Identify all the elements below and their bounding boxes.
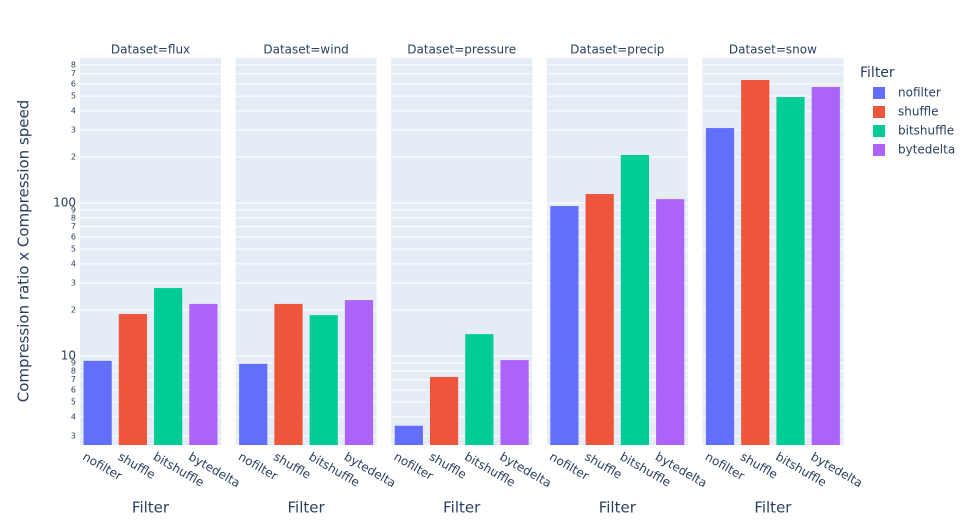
bar <box>620 155 650 445</box>
x-axis-title: Filter <box>288 499 326 517</box>
x-axis-title: Filter <box>754 499 792 517</box>
bar <box>239 363 268 445</box>
bar <box>656 199 685 445</box>
x-tick-label: shuffle <box>427 450 469 482</box>
bar <box>705 128 735 445</box>
legend-label: bitshuffle <box>898 124 954 138</box>
facet-title: Dataset=flux <box>111 43 190 57</box>
legend-swatch <box>873 125 885 137</box>
y-tick-label: 100 <box>53 196 76 210</box>
facet-title: Dataset=snow <box>729 43 817 57</box>
y-tick-label: 7 <box>71 375 76 384</box>
bar <box>550 206 579 445</box>
y-tick-label: 6 <box>71 385 76 394</box>
y-tick-label: 6 <box>71 232 76 241</box>
x-tick-label: shuffle <box>582 450 624 482</box>
facet-title: Dataset=wind <box>263 43 348 57</box>
legend-swatch <box>873 87 885 99</box>
y-tick-label: 3 <box>71 432 76 441</box>
y-tick-label: 7 <box>71 222 76 231</box>
legend-label: shuffle <box>898 105 938 119</box>
y-tick-label: 5 <box>71 398 76 407</box>
bar <box>429 376 459 445</box>
y-tick-label: 2 <box>71 305 76 314</box>
legend-swatch <box>873 106 885 118</box>
y-tick-label: 9 <box>71 206 76 215</box>
y-tick-label: 2 <box>71 152 76 161</box>
y-tick-label: 4 <box>71 412 76 421</box>
legend-swatch <box>873 144 885 156</box>
x-tick-label: shuffle <box>738 450 780 482</box>
bar <box>776 97 805 445</box>
bar <box>465 334 494 445</box>
bar <box>189 303 218 445</box>
bar <box>83 360 112 445</box>
legend-label: nofilter <box>898 86 941 100</box>
x-axis-title: Filter <box>599 499 637 517</box>
bar <box>118 314 147 445</box>
y-tick-label: 6 <box>71 79 76 88</box>
bar <box>344 300 374 445</box>
y-tick-label: 5 <box>71 245 76 254</box>
x-tick-label: nofilter <box>80 450 124 484</box>
y-tick-label: 8 <box>71 366 76 375</box>
y-tick-label: 3 <box>71 279 76 288</box>
bar <box>741 79 770 446</box>
y-tick-label: 8 <box>71 60 76 69</box>
legend-label: bytedelta <box>898 143 955 157</box>
bar <box>394 425 423 445</box>
x-axis-title: Filter <box>132 499 170 517</box>
y-tick-label: 10 <box>61 349 76 363</box>
facet-title: Dataset=pressure <box>407 43 516 57</box>
y-tick-label: 3 <box>71 126 76 135</box>
bar <box>274 303 303 445</box>
y-tick-label: 9 <box>71 359 76 368</box>
y-tick-label: 5 <box>71 92 76 101</box>
bar <box>154 288 183 445</box>
facet-title: Dataset=precip <box>570 43 664 57</box>
y-tick-label: 8 <box>71 213 76 222</box>
y-axis-title: Compression ratio x Compression speed <box>15 100 33 403</box>
legend-title: Filter <box>860 65 895 81</box>
y-tick-label: 7 <box>71 69 76 78</box>
bar <box>585 194 614 445</box>
x-tick-label: shuffle <box>271 450 313 482</box>
bar <box>500 360 529 445</box>
y-tick-label: 4 <box>71 106 76 115</box>
bar <box>811 87 840 446</box>
x-axis-title: Filter <box>443 499 481 517</box>
x-tick-label: shuffle <box>116 450 158 482</box>
y-tick-label: 4 <box>71 259 76 268</box>
bar <box>309 315 338 445</box>
